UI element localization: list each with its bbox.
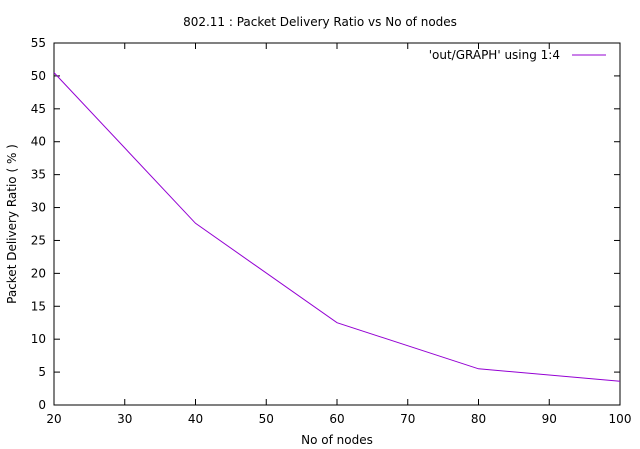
x-tick-label: 40 [188,412,203,426]
y-tick-label: 0 [38,398,46,412]
series-line [53,72,621,382]
y-tick-label: 50 [31,69,46,83]
x-axis-title: No of nodes [301,433,373,447]
y-tick-label: 45 [31,102,46,116]
y-tick-label: 40 [31,135,46,149]
x-tick-label: 100 [609,412,632,426]
y-tick-label: 35 [31,168,46,182]
x-tick-label: 30 [117,412,132,426]
y-tick-label: 10 [31,332,46,346]
y-axis-title: Packet Delivery Ratio ( % ) [5,144,19,304]
y-tick-label: 25 [31,233,46,247]
y-tick-label: 30 [31,201,46,215]
y-tick-label: 5 [38,365,46,379]
plot-frame [53,42,621,406]
y-tick-label: 55 [31,36,46,50]
x-tick-label: 20 [46,412,61,426]
x-tick-label: 90 [542,412,557,426]
x-tick-label: 60 [329,412,344,426]
x-tick-label: 80 [471,412,486,426]
tick-labels: 20 30 40 50 60 70 80 90 100 0 5 10 15 20 25 30 35 40 45 50 5… [31,36,632,426]
legend: 'out/GRAPH' using 1:4 [429,48,606,62]
x-tick-label: 70 [400,412,415,426]
y-tick-label: 15 [31,299,46,313]
y-tick-label: 20 [31,266,46,280]
x-tick-label: 50 [259,412,274,426]
chart-title: 802.11 : Packet Delivery Ratio vs No of … [183,15,457,29]
axis-ticks [54,43,620,405]
legend-label: 'out/GRAPH' using 1:4 [429,48,560,62]
series-layer [53,72,621,382]
